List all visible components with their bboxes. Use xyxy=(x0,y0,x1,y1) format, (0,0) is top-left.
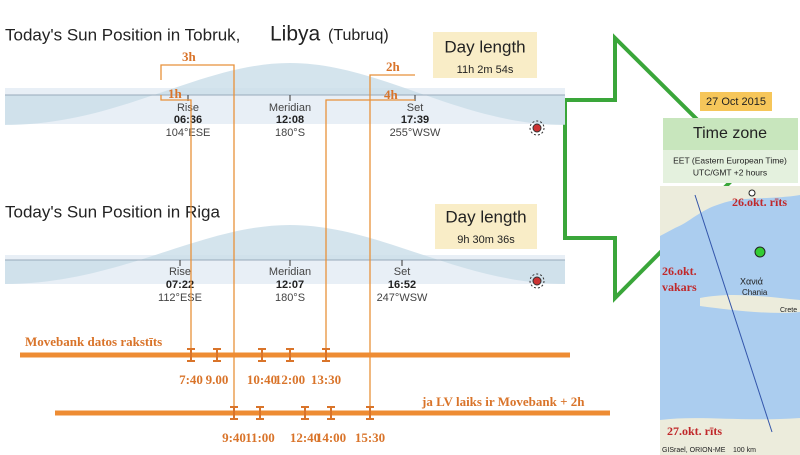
marker xyxy=(256,406,264,420)
time-label: 13:30 xyxy=(311,372,341,387)
time-zone-title: Time zone xyxy=(693,125,767,142)
sun-icon xyxy=(529,120,545,136)
place: Χανιά xyxy=(740,276,763,286)
time-label: 9:40 xyxy=(222,430,246,445)
map-label: 26.okt. rīts xyxy=(732,195,787,209)
time-label: 12:00 xyxy=(275,372,305,387)
map-label: vakars xyxy=(662,280,697,294)
title: Today's Sun Position in Riga xyxy=(5,202,220,221)
meridian-direction: 180°S xyxy=(275,127,305,139)
offset-label: 1h xyxy=(168,86,183,101)
rise-label: Rise xyxy=(177,102,199,114)
timeline-label: ja LV laiks ir Movebank + 2h xyxy=(421,394,585,409)
marker xyxy=(286,348,294,362)
time-label: 11:00 xyxy=(245,430,275,445)
set-time: 16:52 xyxy=(388,279,416,291)
map-credit: GISrael, ORION-ME xyxy=(662,447,726,454)
set-label: Set xyxy=(394,266,411,278)
marker xyxy=(322,348,330,362)
marker xyxy=(301,406,309,420)
date: 27 Oct 2015 xyxy=(706,96,766,108)
rise-label: Rise xyxy=(169,266,191,278)
day-length-label: Day length xyxy=(444,37,525,56)
rise-time: 07:22 xyxy=(166,279,194,291)
country: Libya xyxy=(270,23,321,46)
marker xyxy=(366,406,374,420)
title: Today's Sun Position in Tobruk, xyxy=(5,25,240,44)
time-zone-box xyxy=(663,118,798,150)
marker xyxy=(187,348,195,362)
place: Crete xyxy=(780,307,797,314)
time-label: 15:30 xyxy=(355,430,385,445)
time-label: 12:40 xyxy=(290,430,320,445)
map-scale: 100 km xyxy=(733,447,756,454)
marker xyxy=(213,348,221,362)
alt-name: (Tubruq) xyxy=(328,27,389,44)
map-label: 27.okt. rīts xyxy=(667,424,722,438)
time-label: 7:40 xyxy=(179,372,203,387)
map-label: 26.okt. xyxy=(662,264,697,278)
map xyxy=(660,186,800,455)
meridian-time: 12:07 xyxy=(276,279,304,291)
zone-name: EET (Eastern European Time) xyxy=(673,155,787,165)
sun-icon xyxy=(529,273,545,289)
marker xyxy=(230,406,238,420)
time-label: 9.00 xyxy=(206,372,229,387)
rise-direction: 104°ESE xyxy=(166,127,211,139)
meridian-label: Meridian xyxy=(269,102,311,114)
meridian-direction: 180°S xyxy=(275,292,305,304)
time-label: 10:40 xyxy=(247,372,277,387)
day-length-value: 11h 2m 54s xyxy=(457,64,514,76)
set-direction: 247°WSW xyxy=(377,292,428,304)
place: Chania xyxy=(742,288,768,297)
offset-label: 4h xyxy=(384,87,399,102)
day-length-label: Day length xyxy=(445,207,526,226)
sun-curve xyxy=(5,225,565,284)
set-direction: 255°WSW xyxy=(390,127,441,139)
set-label: Set xyxy=(407,102,424,114)
ticks xyxy=(179,260,403,266)
set-time: 17:39 xyxy=(401,114,429,126)
offset-lines xyxy=(160,64,415,410)
timeline-label: Movebank datos rakstīts xyxy=(25,334,162,349)
marker xyxy=(327,406,335,420)
offset-label: 2h xyxy=(386,59,401,74)
time-label: 14:00 xyxy=(316,430,346,445)
rise-time: 06:36 xyxy=(174,114,202,126)
day-length-box xyxy=(435,204,537,249)
meridian-label: Meridian xyxy=(269,266,311,278)
day-length-value: 9h 30m 36s xyxy=(457,234,515,246)
date-box xyxy=(700,92,772,111)
zone-offset: UTC/GMT +2 hours xyxy=(693,167,767,177)
time-zone-detail-box xyxy=(663,150,798,183)
offset-label: 3h xyxy=(182,49,197,64)
sun-curve xyxy=(5,63,565,125)
rise-direction: 112°ESE xyxy=(158,292,202,304)
marker xyxy=(258,348,266,362)
day-length-box xyxy=(433,32,537,78)
meridian-time: 12:08 xyxy=(276,114,304,126)
